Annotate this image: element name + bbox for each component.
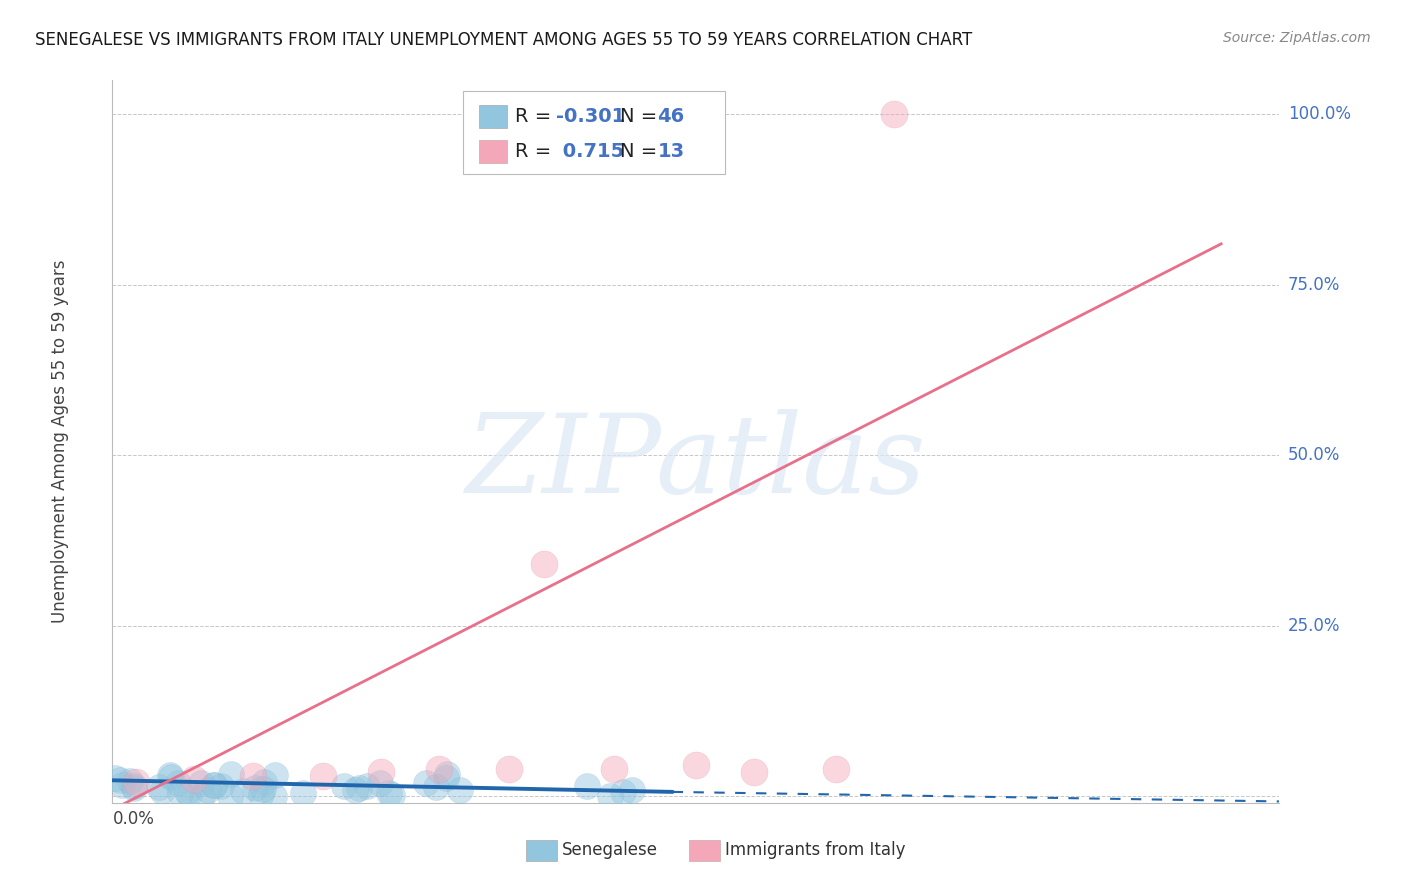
Text: Senegalese: Senegalese <box>562 841 658 860</box>
Text: -0.301: -0.301 <box>555 107 626 126</box>
Point <box>160 771 183 785</box>
Point <box>148 780 170 794</box>
Point <box>179 787 201 801</box>
Text: 75.0%: 75.0% <box>1288 276 1340 293</box>
Text: SENEGALESE VS IMMIGRANTS FROM ITALY UNEMPLOYMENT AMONG AGES 55 TO 59 YEARS CORRE: SENEGALESE VS IMMIGRANTS FROM ITALY UNEM… <box>35 31 973 49</box>
Point <box>104 771 127 785</box>
Point <box>249 787 271 801</box>
Point <box>110 772 132 787</box>
Point <box>159 768 181 782</box>
Text: 25.0%: 25.0% <box>1288 616 1340 634</box>
Text: R =: R = <box>515 142 558 161</box>
Point <box>111 778 134 792</box>
Point <box>575 780 598 794</box>
Text: N =: N = <box>620 107 664 126</box>
Text: Unemployment Among Ages 55 to 59 years: Unemployment Among Ages 55 to 59 years <box>51 260 69 624</box>
Point <box>202 779 225 793</box>
FancyBboxPatch shape <box>689 839 720 862</box>
Point <box>425 780 447 794</box>
Point <box>197 782 219 797</box>
Point <box>742 765 765 780</box>
Point <box>356 779 378 793</box>
Point <box>169 786 191 800</box>
Point <box>263 768 285 782</box>
Point <box>621 783 644 797</box>
Point <box>253 775 276 789</box>
Point <box>176 785 198 799</box>
Point <box>603 762 626 776</box>
Text: Source: ZipAtlas.com: Source: ZipAtlas.com <box>1223 31 1371 45</box>
Point <box>125 775 148 789</box>
Point <box>183 772 205 786</box>
FancyBboxPatch shape <box>463 91 725 174</box>
Point <box>333 779 356 793</box>
Point <box>370 765 392 780</box>
Point <box>349 780 371 795</box>
Text: 0.715: 0.715 <box>555 142 624 161</box>
Point <box>599 789 621 803</box>
Text: ZIPatlas: ZIPatlas <box>465 409 927 517</box>
Point <box>242 768 264 782</box>
Text: R =: R = <box>515 107 558 126</box>
Point <box>378 786 401 800</box>
Point <box>533 558 555 572</box>
Point <box>883 107 905 121</box>
Text: 50.0%: 50.0% <box>1288 446 1340 464</box>
Text: 0.0%: 0.0% <box>112 810 155 828</box>
Point <box>252 781 274 796</box>
Point <box>436 767 458 781</box>
Text: N =: N = <box>620 142 664 161</box>
Point <box>167 776 190 790</box>
Point <box>825 762 848 776</box>
Point <box>122 779 145 793</box>
Point <box>263 789 285 803</box>
Point <box>118 773 141 788</box>
Point <box>291 786 314 800</box>
Point <box>449 782 471 797</box>
Point <box>434 772 457 786</box>
Text: 100.0%: 100.0% <box>1288 105 1351 123</box>
Point <box>191 789 214 803</box>
Point <box>368 775 391 789</box>
FancyBboxPatch shape <box>526 839 557 862</box>
FancyBboxPatch shape <box>479 140 508 163</box>
Point <box>612 785 634 799</box>
FancyBboxPatch shape <box>479 105 508 128</box>
Point <box>232 784 254 798</box>
Point <box>311 768 333 782</box>
Point <box>202 778 225 792</box>
Text: 13: 13 <box>658 142 685 161</box>
Point <box>209 779 232 793</box>
Point <box>190 776 212 790</box>
Point <box>344 783 367 797</box>
Point <box>498 762 520 776</box>
Point <box>243 781 266 796</box>
Point <box>685 758 707 772</box>
Point <box>219 766 242 780</box>
Point <box>122 781 145 796</box>
Point <box>381 788 404 802</box>
Point <box>219 789 242 803</box>
Point <box>150 784 173 798</box>
Point <box>415 776 437 790</box>
Text: Immigrants from Italy: Immigrants from Italy <box>725 841 905 860</box>
Text: 46: 46 <box>658 107 685 126</box>
Point <box>427 762 450 776</box>
